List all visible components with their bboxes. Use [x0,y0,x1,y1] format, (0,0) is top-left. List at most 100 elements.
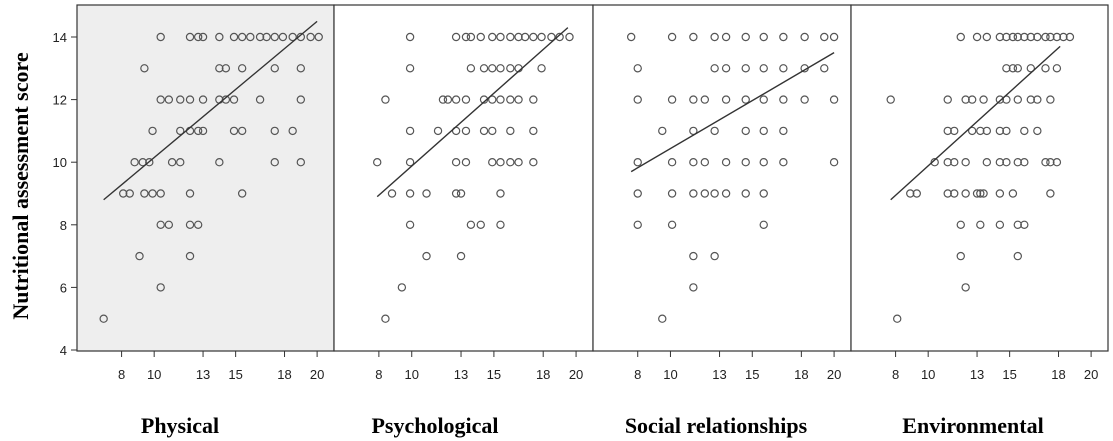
data-point [1052,157,1062,167]
trend-line [103,20,318,201]
data-point [145,157,154,167]
data-point [229,95,239,104]
data-point [943,95,952,104]
data-point [306,32,315,42]
data-point [476,220,485,229]
data-point [1002,126,1011,136]
panel-1: 8 10 13 15 18 20 [333,4,594,382]
data-point [466,32,476,42]
data-point [246,32,255,42]
data-point [488,157,497,167]
data-point [296,95,306,104]
data-point [979,189,988,198]
data-point [982,157,992,167]
data-point [405,32,415,42]
data-point [700,157,710,167]
data-point [759,32,768,42]
data-point [667,95,677,104]
data-point [198,95,208,104]
data-point [422,189,431,198]
data-point [633,157,642,167]
data-point [689,189,698,198]
data-point [995,95,1005,104]
data-point [185,189,195,198]
data-point [506,32,515,42]
data-point [972,32,982,42]
data-point [156,220,165,229]
data-point [1026,64,1036,73]
x-tick-label: 15 [228,367,242,382]
panel-title-psychological: Psychological [371,413,498,438]
data-point [667,157,677,167]
data-point [506,126,515,136]
x-tick-label: 15 [487,367,501,382]
data-point [950,189,959,198]
data-point [555,32,564,42]
data-point [461,157,471,167]
data-point [950,157,959,167]
data-point [759,157,768,167]
panel-frame [592,4,852,352]
trend-line [630,52,835,173]
data-point [967,126,977,136]
data-point [119,189,128,198]
data-point [506,157,515,167]
data-point [1046,95,1055,104]
data-point [140,189,149,198]
data-point [433,126,443,136]
data-point [759,64,768,73]
panel-frame [850,4,1109,352]
data-point [221,95,231,104]
data-point [156,95,165,104]
y-tick-label: 4 [60,343,67,358]
data-point [1052,32,1062,42]
data-point [148,126,157,136]
trend-line [890,45,1061,201]
x-tick-label: 18 [1051,367,1065,382]
data-point [479,64,489,73]
x-tick-label: 8 [634,367,641,382]
data-point [1002,32,1011,42]
data-point [741,32,750,42]
data-point [721,64,731,73]
x-tick-label: 20 [827,367,841,382]
data-point [451,95,461,104]
data-point [1046,189,1055,198]
data-point [506,64,515,73]
data-point [1059,32,1068,42]
data-point [506,95,515,104]
panel-title-physical: Physical [141,413,219,438]
data-point [759,189,768,198]
data-point [779,32,788,42]
data-point [956,32,965,42]
data-point [689,251,698,261]
data-point [633,220,642,229]
data-point [529,126,538,136]
panel-title-environmental: Environmental [902,413,1043,438]
data-point [496,95,505,104]
data-point [950,126,959,136]
data-point [961,283,970,292]
data-point [237,32,247,42]
data-point [667,189,677,198]
data-point [976,126,985,136]
data-point [1013,64,1022,73]
data-point [1033,32,1042,42]
data-point [710,189,719,198]
data-point [229,126,239,136]
x-tick-label: 10 [663,367,677,382]
data-point [296,64,306,73]
y-tick-label: 10 [53,155,67,170]
data-point [1020,220,1029,229]
x-tick-label: 13 [970,367,984,382]
data-point [1041,64,1050,73]
data-point [658,314,667,323]
data-point [296,157,306,167]
data-point [741,189,750,198]
data-point [721,189,731,198]
data-point [967,95,977,104]
panel-0: 8 10 13 15 18 20 [76,4,335,382]
data-point [995,220,1005,229]
data-point [1065,32,1075,42]
data-point [976,189,985,198]
